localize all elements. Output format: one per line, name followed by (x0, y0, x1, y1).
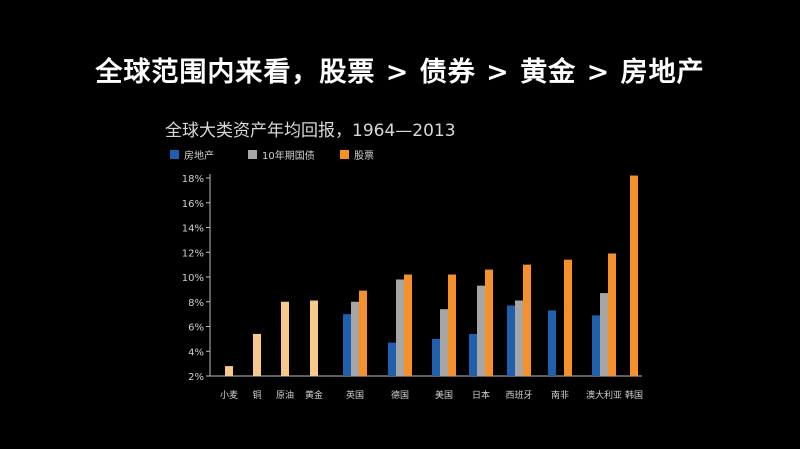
bar-stocks (608, 253, 616, 376)
legend-swatch-stocks (340, 150, 349, 159)
bar-bonds (396, 279, 404, 376)
bar-stocks (404, 274, 412, 376)
bar-stocks (485, 269, 493, 376)
legend-label-real_estate: 房地产 (184, 149, 214, 162)
y-tick-label: 10% (182, 273, 204, 284)
bar-bonds (351, 301, 359, 376)
y-tick-label: 6% (188, 323, 204, 334)
bar-commodity (253, 333, 261, 376)
x-tick-label: 美国 (435, 389, 453, 401)
bar-real_estate (592, 315, 600, 376)
x-tick-label: 德国 (391, 389, 409, 401)
y-tick-label: 16% (182, 199, 204, 210)
x-tick-label: 原油 (276, 389, 294, 401)
legend: 房地产 10年期国债 股票 (170, 149, 374, 162)
x-tick-label: 铜 (252, 389, 261, 401)
y-tick-label: 8% (188, 298, 204, 309)
bar-real_estate (507, 305, 515, 376)
bars (225, 175, 638, 376)
bar-stocks (448, 274, 456, 376)
y-tick-label: 14% (182, 224, 204, 235)
bar-stocks (630, 175, 638, 376)
y-tick-label: 2% (188, 372, 204, 383)
y-tick-label: 4% (188, 347, 204, 358)
bar-bonds (477, 285, 485, 376)
bar-bonds (515, 300, 523, 376)
x-tick-label: 日本 (472, 389, 490, 401)
x-axis-labels: 小麦 铜 原油 黄金 英国 德国 美国 日本 西班牙 南非 澳大利亚 韩国 (220, 389, 643, 401)
bar-commodity (225, 366, 233, 376)
legend-label-stocks: 股票 (354, 150, 374, 162)
bar-stocks (359, 290, 367, 376)
y-tick-label: 12% (182, 248, 204, 259)
bar-real_estate (548, 310, 556, 376)
bar-real_estate (432, 338, 440, 376)
bar-commodity (310, 300, 318, 376)
x-tick-label: 小麦 (220, 389, 238, 401)
x-tick-label: 西班牙 (505, 389, 532, 401)
bar-bonds (440, 309, 448, 376)
x-tick-label: 黄金 (305, 389, 323, 401)
bar-real_estate (388, 342, 396, 376)
bar-stocks (564, 259, 572, 376)
slide-headline: 全球范围内来看，股票 > 债券 > 黄金 > 房地产 (95, 57, 705, 88)
x-tick-label: 韩国 (625, 389, 643, 401)
chart-title: 全球大类资产年均回报，1964—2013 (165, 121, 456, 141)
x-tick-label: 澳大利亚 (586, 389, 622, 401)
y-tick-label: 18% (182, 174, 204, 185)
bar-real_estate (469, 333, 477, 376)
bar-commodity (281, 301, 289, 376)
x-tick-label: 英国 (346, 389, 364, 401)
x-tick-label: 南非 (551, 389, 569, 401)
legend-label-bonds: 10年期国债 (262, 149, 315, 162)
bar-bonds (600, 293, 608, 376)
bar-real_estate (343, 314, 351, 376)
legend-swatch-bonds (248, 150, 257, 159)
legend-swatch-real_estate (170, 150, 179, 159)
bar-stocks (523, 264, 531, 376)
